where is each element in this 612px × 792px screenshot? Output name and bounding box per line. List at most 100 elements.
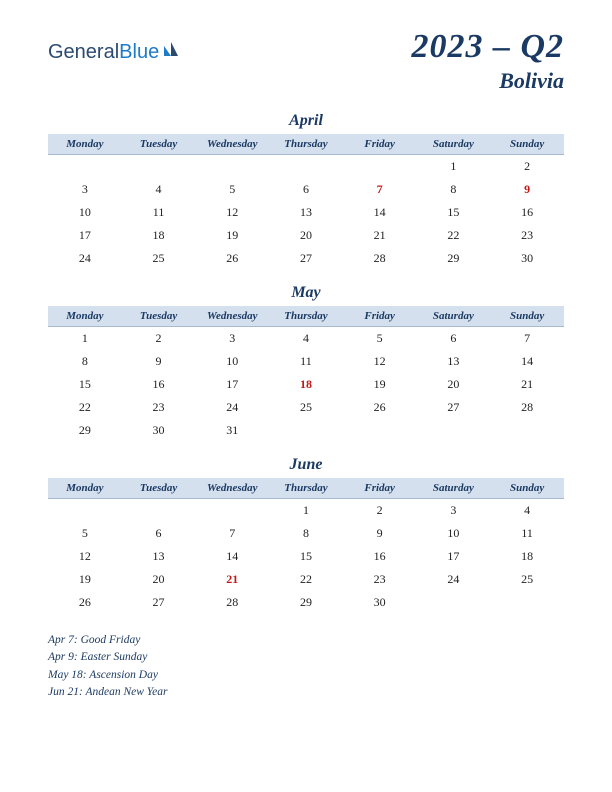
day-header: Wednesday bbox=[195, 478, 269, 499]
calendar-row: 24252627282930 bbox=[48, 247, 564, 270]
calendar-cell: 12 bbox=[343, 350, 417, 373]
calendar-cell: 7 bbox=[195, 522, 269, 545]
calendar-table: MondayTuesdayWednesdayThursdayFridaySatu… bbox=[48, 134, 564, 270]
logo-icon bbox=[162, 40, 180, 64]
day-header: Sunday bbox=[490, 478, 564, 499]
calendar-cell: 5 bbox=[195, 178, 269, 201]
month-name: May bbox=[48, 284, 564, 302]
month-name: June bbox=[48, 456, 564, 474]
calendar-cell: 20 bbox=[269, 224, 343, 247]
calendar-cell: 6 bbox=[417, 327, 491, 351]
calendar-cell: 4 bbox=[269, 327, 343, 351]
calendar-row: 567891011 bbox=[48, 522, 564, 545]
calendar-cell: 16 bbox=[343, 545, 417, 568]
calendar-cell: 1 bbox=[48, 327, 122, 351]
holiday-entry: Jun 21: Andean New Year bbox=[48, 684, 564, 701]
calendar-cell: 16 bbox=[490, 201, 564, 224]
calendar-cell: 8 bbox=[48, 350, 122, 373]
calendar-cell bbox=[122, 155, 196, 179]
calendar-cell: 27 bbox=[122, 591, 196, 614]
calendars-container: AprilMondayTuesdayWednesdayThursdayFrida… bbox=[48, 112, 564, 614]
day-header: Thursday bbox=[269, 478, 343, 499]
calendar-cell: 27 bbox=[417, 396, 491, 419]
calendar-cell: 3 bbox=[417, 499, 491, 523]
calendar-row: 2627282930 bbox=[48, 591, 564, 614]
calendar-cell: 25 bbox=[269, 396, 343, 419]
calendar-cell: 11 bbox=[490, 522, 564, 545]
calendar-cell: 30 bbox=[343, 591, 417, 614]
calendar-row: 17181920212223 bbox=[48, 224, 564, 247]
period-title: 2023 – Q2 bbox=[411, 28, 564, 66]
calendar-cell: 2 bbox=[490, 155, 564, 179]
day-header: Monday bbox=[48, 306, 122, 327]
calendar-table: MondayTuesdayWednesdayThursdayFridaySatu… bbox=[48, 478, 564, 614]
calendar-cell bbox=[195, 499, 269, 523]
calendar-cell: 16 bbox=[122, 373, 196, 396]
calendar-cell: 4 bbox=[122, 178, 196, 201]
header: GeneralBlue 2023 – Q2 Bolivia bbox=[48, 28, 564, 94]
calendar-cell: 25 bbox=[490, 568, 564, 591]
calendar-cell: 28 bbox=[490, 396, 564, 419]
calendar-cell bbox=[122, 499, 196, 523]
calendar-cell: 19 bbox=[195, 224, 269, 247]
calendar-cell: 24 bbox=[417, 568, 491, 591]
calendar-cell: 4 bbox=[490, 499, 564, 523]
calendar-cell: 29 bbox=[417, 247, 491, 270]
calendar-cell: 15 bbox=[48, 373, 122, 396]
calendar-cell bbox=[343, 155, 417, 179]
day-header: Thursday bbox=[269, 306, 343, 327]
day-header: Wednesday bbox=[195, 306, 269, 327]
calendar-cell bbox=[48, 499, 122, 523]
calendar-cell: 19 bbox=[343, 373, 417, 396]
holiday-entry: Apr 7: Good Friday bbox=[48, 632, 564, 649]
calendar-cell: 26 bbox=[48, 591, 122, 614]
calendar-cell bbox=[417, 419, 491, 442]
calendar-cell: 23 bbox=[490, 224, 564, 247]
calendar-cell: 10 bbox=[48, 201, 122, 224]
calendar-cell: 23 bbox=[122, 396, 196, 419]
logo-text-general: General bbox=[48, 41, 119, 64]
month-block: May MondayTuesdayWednesdayThursdayFridayS… bbox=[48, 284, 564, 442]
calendar-cell: 24 bbox=[195, 396, 269, 419]
calendar-cell: 20 bbox=[122, 568, 196, 591]
calendar-cell: 15 bbox=[417, 201, 491, 224]
day-header: Monday bbox=[48, 478, 122, 499]
day-header: Wednesday bbox=[195, 134, 269, 155]
calendar-cell: 9 bbox=[122, 350, 196, 373]
calendar-cell: 8 bbox=[417, 178, 491, 201]
calendar-cell: 6 bbox=[269, 178, 343, 201]
calendar-cell: 7 bbox=[490, 327, 564, 351]
calendar-row: 22232425262728 bbox=[48, 396, 564, 419]
calendar-cell: 18 bbox=[269, 373, 343, 396]
calendar-cell bbox=[490, 591, 564, 614]
calendar-cell: 9 bbox=[343, 522, 417, 545]
calendar-cell bbox=[269, 155, 343, 179]
calendar-cell: 23 bbox=[343, 568, 417, 591]
day-header: Sunday bbox=[490, 306, 564, 327]
calendar-cell: 19 bbox=[48, 568, 122, 591]
calendar-cell: 29 bbox=[269, 591, 343, 614]
calendar-cell: 17 bbox=[417, 545, 491, 568]
country-title: Bolivia bbox=[411, 68, 564, 94]
calendar-row: 12131415161718 bbox=[48, 545, 564, 568]
month-block: AprilMondayTuesdayWednesdayThursdayFrida… bbox=[48, 112, 564, 270]
calendar-row: 293031 bbox=[48, 419, 564, 442]
calendar-cell: 1 bbox=[269, 499, 343, 523]
calendar-cell: 3 bbox=[195, 327, 269, 351]
logo: GeneralBlue bbox=[48, 40, 180, 64]
calendar-cell: 17 bbox=[195, 373, 269, 396]
calendar-cell: 18 bbox=[122, 224, 196, 247]
calendar-table: MondayTuesdayWednesdayThursdayFridaySatu… bbox=[48, 306, 564, 442]
calendar-cell: 14 bbox=[195, 545, 269, 568]
calendar-cell bbox=[195, 155, 269, 179]
day-header: Saturday bbox=[417, 134, 491, 155]
holiday-entry: Apr 9: Easter Sunday bbox=[48, 649, 564, 666]
day-header: Thursday bbox=[269, 134, 343, 155]
calendar-cell: 20 bbox=[417, 373, 491, 396]
calendar-cell: 13 bbox=[122, 545, 196, 568]
day-header: Friday bbox=[343, 306, 417, 327]
calendar-cell: 12 bbox=[195, 201, 269, 224]
calendar-row: 10111213141516 bbox=[48, 201, 564, 224]
calendar-row: 19202122232425 bbox=[48, 568, 564, 591]
day-header: Friday bbox=[343, 134, 417, 155]
